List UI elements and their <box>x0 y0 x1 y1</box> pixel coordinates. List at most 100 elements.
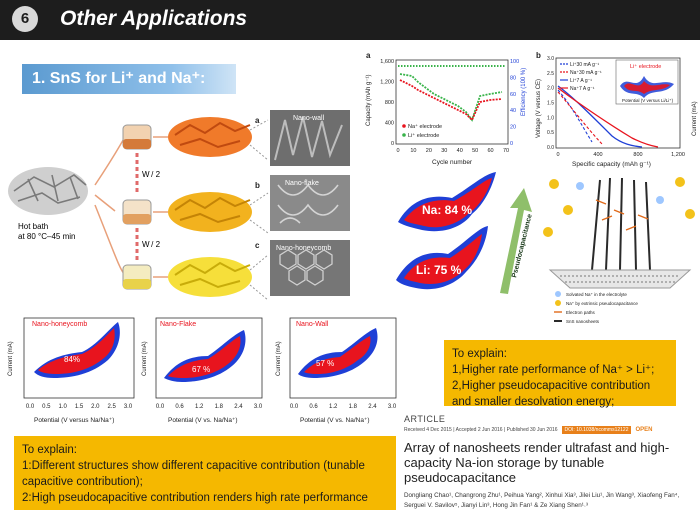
plot-b-xtick-0: 0 <box>556 152 559 158</box>
plot-b-legend-0: Li⁺30 mA g⁻¹ <box>570 62 600 68</box>
cv-flake-ylabel: Current (mA) <box>142 341 148 376</box>
plot-a-xtick-6: 60 <box>488 148 494 154</box>
plot-a-xtick-1: 10 <box>410 148 416 154</box>
cv-plots-row: Nano-honeycomb 84% Potential (V versus N… <box>8 317 397 424</box>
voltage-capacity-plot: b 0.0 0.5 1.0 1.5 2.0 2.5 3.0 0 400 800 1,200 Volt… <box>536 51 698 168</box>
plot-a-ytick-0: 0 <box>391 141 394 147</box>
plot-b-ytick-1: 0.5 <box>547 130 554 136</box>
plot-b-curve-na-slow <box>557 91 603 145</box>
plot-b-legend-2: Li⁺7 A g⁻¹ <box>570 78 592 84</box>
plot-a-ylabel2: Efficiency (100 %) <box>521 68 527 116</box>
schematic-legend-4: SnS nanosheets <box>566 319 600 324</box>
plot-b-xtick-1: 400 <box>593 152 602 158</box>
hot-bath-condition: at 80 °C–45 min <box>18 232 75 241</box>
li-cv-shape <box>396 226 488 290</box>
panel-label-b: b <box>255 181 260 190</box>
electrolyte-ions <box>543 177 695 237</box>
explain-box-bottom: To explain: 1:Different structures show … <box>14 436 396 510</box>
article-title: Array of nanosheets render ultrafast and… <box>404 440 670 485</box>
scaffold-orange <box>168 117 252 157</box>
plot-b-curve-na-fast <box>557 87 659 148</box>
slide-title: Other Applications <box>60 7 248 30</box>
cv-honeycomb-ylabel: Current (mA) <box>8 341 14 376</box>
schematic-legend-1: Solvated Na⁺ in the electrolyte <box>566 292 627 297</box>
plot-b-xtick-2: 800 <box>633 152 642 158</box>
na-cv-shape <box>398 172 496 232</box>
explain-bottom-line-1: 1:Different structures show different ca… <box>22 460 365 488</box>
article-authors: Dongliang Chao¹, Changrong Zhu¹, Peihua … <box>404 492 680 509</box>
header-bar <box>0 0 700 40</box>
schematic-legend-2: Na⁺ by extrinsic pseudocapacitance <box>566 301 638 306</box>
cv-flake-name: Nano-Flake <box>160 321 196 328</box>
slide-number-badge: 6 <box>12 6 38 32</box>
step2-label: W / 2 <box>142 240 161 249</box>
plot-a-xtick-3: 30 <box>441 148 447 154</box>
na-contribution-label: Na: 84 % <box>422 203 472 217</box>
schematic-legend: Solvated Na⁺ in the electrolyte Na⁺ by e… <box>554 291 638 324</box>
plot-b-ytick-5: 2.5 <box>547 71 554 77</box>
plot-a-y2tick-3: 40 <box>510 108 516 114</box>
plot-b-xtick-3: 1,200 <box>671 152 685 158</box>
sem-nano-wall <box>270 110 350 166</box>
plot-a-xtick-2: 20 <box>426 148 432 154</box>
plot-a-li-series <box>399 73 503 122</box>
plot-a-ytick-1: 400 <box>385 121 394 127</box>
plot-a-legend-li: Li⁺ electrode <box>408 132 439 139</box>
plot-a-ytick-4: 1,600 <box>380 59 394 65</box>
li-contribution-label: Li: 75 % <box>416 263 462 277</box>
cv-plot-wall: Nano-Wall 57 % Potential (V vs. Na/Na⁺) … <box>276 317 397 424</box>
plot-b-curve-li-slow <box>557 89 593 143</box>
nanosheet-schematic: Solvated Na⁺ in the electrolyte Na⁺ by e… <box>543 177 695 324</box>
plot-a-xlabel: Cycle number <box>432 159 473 166</box>
cv-plot-flake: Nano-Flake 67 % Potential (V vs. Na/Na⁺)… <box>142 317 263 424</box>
cv-flake-xtick-3: 1.8 <box>215 404 224 410</box>
article-dates: Received 4 Dec 2015 | Accepted 2 Jun 201… <box>404 427 558 433</box>
beaker-3 <box>122 264 152 290</box>
plot-a-ylabel: Capacity (mAh g⁻¹) <box>366 74 372 126</box>
cv-wall-xlabel: Potential (V vs. Na/Na⁺) <box>300 417 370 424</box>
plot-b-xlabel: Specific capacity (mAh g⁻¹) <box>572 161 651 168</box>
plot-a-y2tick-4: 20 <box>510 125 516 131</box>
plot-a-na-series <box>399 79 503 122</box>
plot-b-inset-xlabel: Potential (V versus Li/Li⁺) <box>622 98 674 103</box>
plot-a-letter: a <box>366 51 371 60</box>
plot-b-ylabel: Voltage (V versus CE) <box>536 79 542 138</box>
plot-b-ylabel2: Current (mA) <box>692 101 698 136</box>
contribution-comparison: Na: 84 % Li: 75 % Pseudocapacitance <box>396 172 534 294</box>
cv-wall-pct: 57 % <box>316 359 334 368</box>
plot-a-y2tick-1: 80 <box>510 75 516 81</box>
cv-honeycomb-xtick-5: 2.5 <box>107 404 116 410</box>
plot-a-y2tick-2: 60 <box>510 92 516 98</box>
panel-label-c: c <box>255 241 260 250</box>
synthesis-schematic: Hot bath at 80 °C–45 min W / 2 W / 2 a b… <box>8 110 350 301</box>
sem-label-flake: Nano-flake <box>285 180 319 187</box>
cv-wall-xtick-0: 0.0 <box>290 404 299 410</box>
hot-bath-label: Hot bath <box>18 222 48 231</box>
step1-label: W / 2 <box>142 170 161 179</box>
plot-b-legend-3: Na⁺7 A g⁻¹ <box>570 86 595 92</box>
plot-b-ytick-4: 2.0 <box>547 86 554 92</box>
schematic-legend-3: Electron paths <box>566 310 596 315</box>
plot-b-ytick-0: 0.0 <box>547 145 554 151</box>
plot-a-legend-na: Na⁺ electrode <box>408 123 442 130</box>
plot-b-ytick-3: 1.5 <box>547 101 554 107</box>
cv-flake-xtick-2: 1.2 <box>195 404 204 410</box>
explain-right-line-2: 2,Higher pseudocapacitive contribution a… <box>452 380 651 408</box>
article-type: ARTICLE <box>404 414 446 424</box>
explain-box-right: To explain: 1,Higher rate performance of… <box>444 340 676 408</box>
explain-bottom-line-2: 2:High pseudocapacitive contribution ren… <box>22 492 368 504</box>
plot-b-ytick-6: 3.0 <box>547 56 554 62</box>
cv-flake-xtick-0: 0.0 <box>156 404 165 410</box>
panel-label-a: a <box>255 116 260 125</box>
cv-honeycomb-pct: 84% <box>64 355 80 364</box>
plot-a-xtick-7: 70 <box>503 148 509 154</box>
beaker-1 <box>122 124 152 150</box>
scaffold-lightyellow <box>168 257 252 297</box>
cv-wall-name: Nano-Wall <box>296 321 329 328</box>
plot-b-ytick-2: 1.0 <box>547 115 554 121</box>
cv-wall-xtick-2: 1.2 <box>329 404 338 410</box>
section-heading: 1. SnS for Li⁺ and Na⁺: <box>22 64 236 94</box>
plot-a-y2tick-0: 100 <box>510 59 519 65</box>
cv-wall-ylabel: Current (mA) <box>276 341 282 376</box>
